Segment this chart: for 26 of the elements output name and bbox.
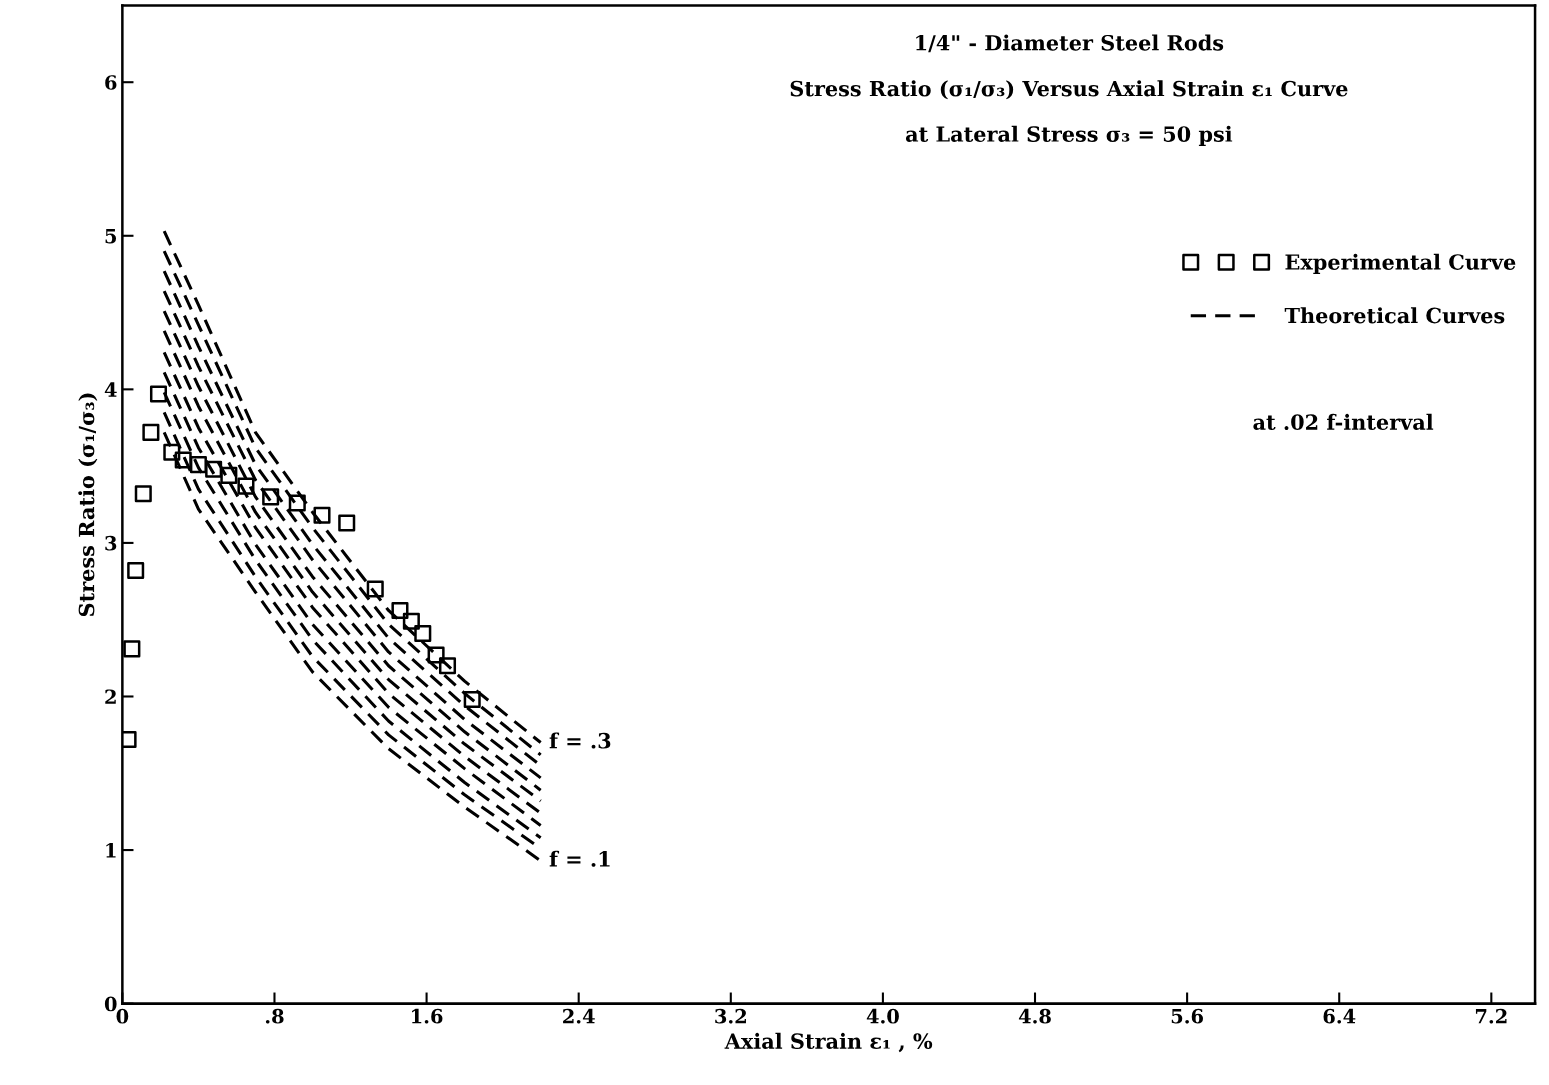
y-tick-label: 0: [104, 996, 117, 1012]
x-tick-label: 0: [116, 1008, 129, 1024]
y-axis-title: Stress Ratio (σ₁/σ₃): [78, 393, 98, 617]
y-tick-label: 1: [106, 843, 116, 858]
y-tick-label: 4: [104, 382, 117, 397]
x-tick-label: 7.2: [1475, 1008, 1507, 1024]
x-tick-label: 1.6: [412, 1008, 443, 1024]
annotation: f = .1: [549, 850, 610, 867]
x-tick-label: .8: [265, 1008, 284, 1024]
y-tick-label: 2: [105, 689, 116, 704]
y-tick-label: 3: [105, 535, 117, 551]
annotation: at .02 f-interval: [1253, 413, 1434, 430]
text: Stress Ratio (σ₁/σ₃) Versus Axial Strain ε₁ Curve at Lateral Stress σ₃ = 50 psi: [790, 80, 1348, 146]
x-axis-title: Axial Strain ε₁ , %: [724, 1032, 933, 1053]
x-tick-label: 5.6: [1171, 1008, 1203, 1024]
legend-label: Theoretical Curves: [1284, 307, 1505, 324]
annotation: f = .3: [549, 732, 611, 749]
x-tick-label: 4.8: [1018, 1008, 1051, 1024]
legend-label: Experimental Curve: [1285, 253, 1516, 274]
x-tick-label: 6.4: [1323, 1008, 1356, 1024]
x-tick-label: 2.4: [563, 1008, 595, 1024]
x-tick-label: 3.2: [715, 1008, 746, 1024]
x-tick-label: 4.0: [866, 1008, 899, 1024]
y-tick-label: 5: [105, 228, 117, 244]
y-tick-label: 6: [105, 75, 117, 90]
text: 1/4" - Diameter Steel Rods: [916, 34, 1224, 53]
